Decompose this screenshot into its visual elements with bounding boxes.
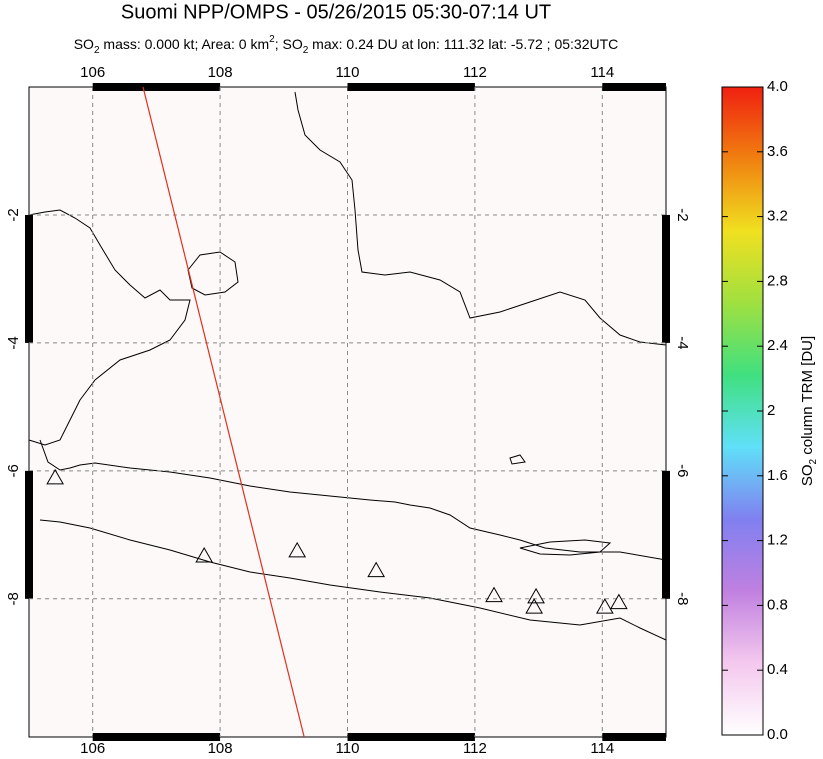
frame-bar [25,470,33,599]
frame-bar [347,83,475,91]
script-text: 2 [94,45,100,56]
x-tick-label: 106 [80,64,105,81]
x-tick-label: 106 [80,740,105,757]
colorbar-tick-label: 2.8 [767,272,788,289]
x-tick-label: 108 [208,740,233,757]
y-tick-label: -2 [5,208,22,221]
volcano-marker [595,598,614,614]
y-tick-label: -8 [674,592,691,605]
y-tick-label: -4 [674,336,691,349]
colorbar-tick-label: 3.6 [767,143,788,160]
frame-bar [662,214,670,343]
volcano-marker [485,586,503,603]
orbit-track [142,86,305,738]
coastline [519,539,612,556]
y-tick-label: -4 [5,336,22,349]
x-tick-label: 112 [463,64,487,81]
x-tick-label: 108 [208,64,233,81]
y-tick-label: -6 [5,464,22,477]
volcano-marker [525,598,544,614]
text-part: mass: 0.000 kt; Area: 0 km [100,36,270,52]
coastline [294,91,667,346]
volcano-marker [195,546,214,563]
volcano-marker [288,541,307,558]
colorbar-tick-label: 1.2 [767,532,788,549]
frame-bar [347,733,475,741]
colorbar-tick-label: 3.2 [767,208,788,225]
chart-title: Suomi NPP/OMPS - 05/26/2015 05:30-07:14 … [121,1,551,23]
x-tick-label: 114 [590,64,614,81]
volcano-marker [46,468,64,485]
coastline [39,439,667,561]
frame-bar [602,83,666,91]
y-tick-label: -2 [674,208,691,221]
map-background [29,87,666,737]
x-tick-label: 110 [336,64,360,81]
colorbar-tick-label: 2.4 [767,337,788,354]
text-part: column TRM [DU] [799,336,816,459]
script-text: 2 [808,458,819,464]
volcano-marker [367,561,386,578]
frame-bar [25,214,33,343]
y-tick-label: -8 [5,592,22,605]
x-tick-label: 110 [336,740,360,757]
script-text: 2 [303,45,309,56]
frame-bar [662,470,670,599]
text-part: max: 0.24 DU at lon: 111.32 lat: -5.72 ;… [308,36,618,52]
text-part: SO [799,464,816,486]
coastline [509,454,526,465]
colorbar-tick-label: 0.4 [767,661,788,678]
volcano-marker [610,593,628,610]
frame-bar [92,733,221,741]
colorbar [721,86,764,736]
y-tick-label: -6 [674,464,691,477]
colorbar-tick-label: 0.8 [767,596,788,613]
x-tick-label: 114 [590,740,614,757]
coastline [187,251,239,296]
colorbar-tick-label: 0.0 [767,726,788,743]
script-text: 2 [269,34,275,45]
coastline [39,519,667,641]
chart-subtitle: SO2 mass: 0.000 kt; Area: 0 km2; SO2 max… [74,34,619,56]
frame-bar [602,733,666,741]
colorbar-tick-label: 4.0 [767,78,788,95]
coastlines [28,91,667,641]
x-tick-label: 112 [463,740,487,757]
frame-bar [92,83,221,91]
text-part: ; SO [275,36,303,52]
colorbar-label: SO2 column TRM [DU] [799,336,819,486]
colorbar-tick-label: 2 [767,402,775,419]
coastline [28,209,191,446]
colorbar-tick-label: 1.6 [767,467,788,484]
text-part: SO [74,36,94,52]
